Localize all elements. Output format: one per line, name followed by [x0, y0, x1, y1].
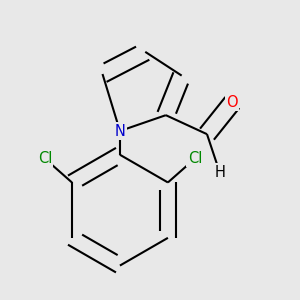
Text: Cl: Cl	[188, 151, 202, 166]
Text: H: H	[214, 165, 225, 180]
Text: O: O	[226, 95, 238, 110]
Text: Cl: Cl	[38, 151, 52, 166]
Text: N: N	[115, 124, 125, 139]
